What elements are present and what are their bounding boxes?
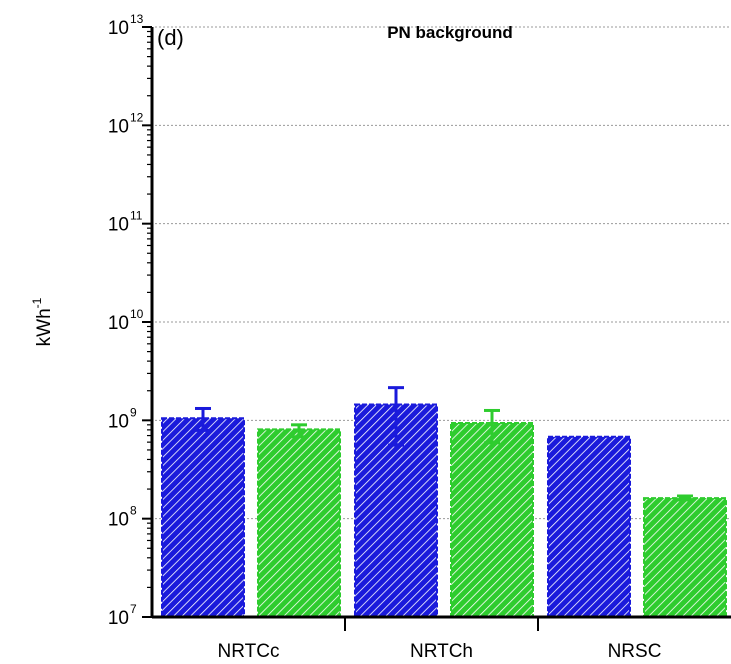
- y-tick-label: 10: [108, 608, 129, 629]
- bar: [161, 417, 245, 618]
- y-axis-label: kWh-1: [30, 297, 55, 346]
- panel-label: (d): [157, 25, 184, 50]
- y-tick-label-exponent: 10: [130, 307, 144, 321]
- y-tick-label: 10: [108, 215, 129, 236]
- y-tick-label: 10: [108, 510, 129, 531]
- y-tick-label-base: 10: [108, 215, 129, 236]
- y-tick-label-exponent: 11: [130, 209, 143, 223]
- y-tick-label-base: 10: [108, 313, 129, 334]
- y-axis-label-exponent: -1: [30, 297, 44, 308]
- y-tick-label: 10: [108, 116, 129, 137]
- y-tick-label-base: 10: [108, 608, 129, 629]
- y-tick-label: 10: [108, 411, 129, 432]
- y-tick-label-exponent: 13: [130, 12, 144, 26]
- chart-title: PN background: [387, 23, 513, 42]
- y-tick-label-base: 10: [108, 116, 129, 137]
- x-category-label: NRSC: [608, 641, 662, 662]
- y-tick-label-base: 10: [108, 18, 129, 39]
- x-category-label: NRTCc: [218, 641, 280, 662]
- gridlines: [155, 26, 731, 520]
- y-tick-label-exponent: 12: [130, 110, 144, 124]
- y-tick-label: 10: [108, 313, 129, 334]
- y-tick-label-exponent: 9: [130, 405, 137, 419]
- y-tick-label-exponent: 8: [130, 504, 137, 518]
- y-tick-label-exponent: 7: [130, 602, 137, 616]
- bars: [161, 403, 727, 619]
- x-category-labels: NRTCc NRTCh NRSC: [218, 641, 662, 662]
- axes: [142, 26, 731, 631]
- y-tick-label-base: 10: [108, 411, 129, 432]
- y-axis-label-unit: kWh: [34, 308, 55, 346]
- bar: [257, 428, 341, 618]
- bar: [547, 435, 631, 618]
- x-category-label: NRTCh: [410, 641, 473, 662]
- bar: [643, 497, 727, 619]
- y-tick-label: 10: [108, 18, 129, 39]
- y-tick-label-base: 10: [108, 510, 129, 531]
- bar: [450, 421, 534, 619]
- error-bars: [195, 386, 693, 502]
